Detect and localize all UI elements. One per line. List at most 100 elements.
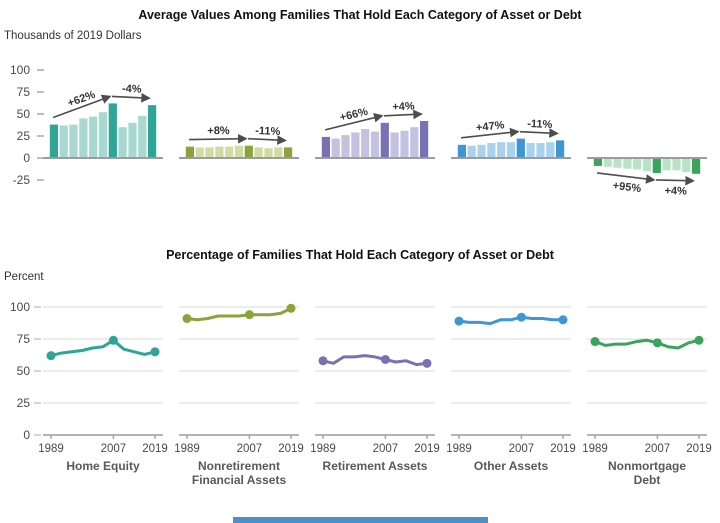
- bar-2001: [361, 129, 369, 158]
- bar-2019: [420, 121, 428, 158]
- bar-1998: [623, 158, 631, 169]
- x-tick-label: 2019: [414, 443, 440, 455]
- annotation-arrow: [248, 139, 285, 141]
- bar-1992: [332, 139, 340, 158]
- top-axis-unit-label: Thousands of 2019 Dollars: [4, 30, 141, 42]
- bar-1995: [341, 135, 349, 158]
- bar-2007: [245, 146, 253, 158]
- x-tick-label: 1989: [174, 443, 200, 455]
- bar-group-nonmortgage-debt: +95% +4%: [587, 158, 707, 198]
- bar-2001: [497, 142, 505, 158]
- bar-2004: [371, 132, 379, 158]
- x-tick-label: 2019: [686, 443, 712, 455]
- bar-2013: [672, 158, 680, 170]
- chart-figure: Average Values Among Families That Hold …: [0, 0, 720, 523]
- bar-2010: [391, 133, 399, 159]
- annotation-arrow: [597, 173, 654, 180]
- bottom-y-tick-label: 100: [10, 300, 30, 314]
- annotation-label: -11%: [527, 118, 553, 131]
- data-point-2019: [287, 304, 296, 313]
- data-point-1989: [591, 337, 600, 346]
- x-tick-label: 1989: [38, 443, 64, 455]
- x-tick-label: 2019: [278, 443, 304, 455]
- bar-2010: [119, 127, 127, 158]
- bar-1989: [594, 158, 602, 166]
- footer-bar: [233, 517, 488, 523]
- trend-line: [595, 340, 699, 348]
- annotation-arrow: [520, 132, 557, 134]
- bar-1992: [60, 125, 68, 158]
- annotation-label: +4%: [664, 185, 687, 198]
- average-values-bar-chart: 1007550250-25+62%-4%+8%-11%+66%+4%+47%-1…: [0, 44, 720, 240]
- bar-2019: [692, 158, 700, 174]
- annotation-label: -11%: [255, 125, 281, 138]
- bar-2010: [255, 147, 263, 158]
- x-tick-label: 2007: [237, 443, 263, 455]
- bar-2013: [536, 143, 544, 158]
- annotation-label: +4%: [392, 100, 415, 113]
- annotation-arrow: [112, 96, 149, 98]
- data-point-2007: [653, 338, 662, 347]
- bar-2010: [527, 143, 535, 158]
- top-chart-title: Average Values Among Families That Hold …: [0, 8, 720, 22]
- x-tick-label: 2007: [101, 443, 127, 455]
- bar-1992: [468, 146, 476, 158]
- bottom-y-tick-label: 50: [17, 364, 31, 378]
- x-tick-label: 2019: [142, 443, 168, 455]
- bar-1992: [196, 147, 204, 158]
- bar-group-nonretirement-financial-assets: +8% -11%: [179, 125, 299, 158]
- bottom-chart-title: Percentage of Families That Hold Each Ca…: [0, 248, 720, 262]
- bar-1995: [69, 125, 77, 158]
- data-point-2019: [559, 315, 568, 324]
- bar-2004: [643, 158, 651, 171]
- bar-2016: [274, 147, 282, 158]
- top-y-tick-label: 75: [17, 85, 31, 99]
- annotation-label: +8%: [207, 125, 230, 137]
- data-point-2019: [695, 336, 704, 345]
- data-point-2007: [517, 313, 526, 322]
- bar-1995: [205, 147, 213, 158]
- line-panel-other-assets: 198920072019: [446, 307, 576, 455]
- data-point-1989: [183, 314, 192, 323]
- bar-2007: [517, 139, 525, 158]
- bar-1998: [351, 133, 359, 159]
- line-panel-nonmortgage-debt: 198920072019: [582, 307, 712, 455]
- bar-2007: [109, 103, 117, 158]
- bar-1989: [50, 125, 58, 158]
- annotation-label: +95%: [612, 180, 642, 195]
- data-point-1989: [319, 356, 328, 365]
- bar-group-home-equity: +62%-4%: [43, 83, 163, 158]
- bar-2019: [284, 147, 292, 158]
- data-point-2007: [381, 355, 390, 364]
- bar-2004: [507, 142, 515, 158]
- data-point-2019: [423, 359, 432, 368]
- bar-1998: [487, 143, 495, 158]
- x-tick-label: 1989: [446, 443, 472, 455]
- annotation-arrow: [656, 180, 693, 181]
- x-tick-label: 2007: [645, 443, 671, 455]
- top-y-tick-label: 100: [10, 63, 30, 77]
- data-point-2007: [109, 336, 118, 345]
- bar-2016: [682, 158, 690, 172]
- data-point-2007: [245, 310, 254, 319]
- line-panel-retirement-assets: 198920072019: [310, 307, 440, 455]
- trend-line: [187, 308, 291, 320]
- bar-2001: [633, 158, 641, 169]
- bar-1989: [322, 137, 330, 158]
- category-label-nonretirement-financial-assets: Nonretirement Financial Assets: [186, 459, 292, 487]
- bar-1998: [79, 118, 87, 158]
- data-point-1989: [47, 351, 56, 360]
- category-label-home-equity: Home Equity: [50, 459, 156, 473]
- category-label-other-assets: Other Assets: [458, 459, 564, 473]
- line-panel-nonretirement-financial-assets: 1989 2007 2019: [174, 304, 304, 455]
- bar-2013: [400, 131, 408, 158]
- bottom-y-tick-label: 0: [23, 428, 30, 442]
- bar-1998: [215, 147, 223, 158]
- x-tick-label: 2007: [509, 443, 535, 455]
- top-y-tick-label: 25: [17, 129, 31, 143]
- bar-2007: [653, 158, 661, 173]
- top-y-tick-label: -25: [13, 173, 31, 187]
- x-tick-label: 1989: [310, 443, 336, 455]
- bottom-y-tick-label: 25: [17, 396, 31, 410]
- top-y-tick-label: 0: [23, 151, 30, 165]
